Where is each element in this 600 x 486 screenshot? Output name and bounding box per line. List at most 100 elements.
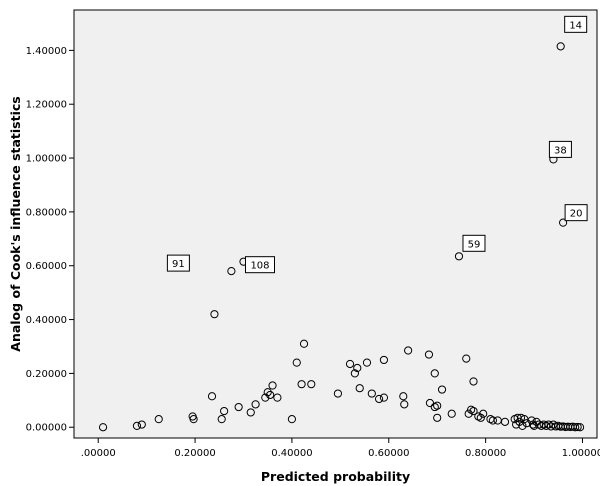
data-point (268, 381, 277, 390)
data-point (488, 416, 497, 425)
data-point (217, 415, 226, 424)
data-point (251, 400, 260, 409)
data-point (404, 346, 413, 355)
point-label-box (244, 256, 275, 274)
data-point (266, 390, 275, 400)
x-tick-label: .00000 (81, 448, 116, 459)
data-point (345, 359, 355, 369)
data-point (137, 420, 146, 429)
data-point (573, 422, 582, 432)
data-point (246, 408, 255, 417)
point-label: 38 (548, 140, 572, 158)
data-point (263, 388, 272, 397)
data-point (544, 420, 553, 429)
data-point (522, 419, 531, 428)
data-point (437, 385, 447, 394)
x-axis: .00000 0.20000 0.40000 0.60000 0.80000 1.0000… (81, 438, 600, 459)
x-tick-label: 0.40000 (271, 448, 312, 459)
y-tick-label: 1.00000 (26, 154, 67, 165)
x-axis-title: Predicted probability (261, 469, 410, 484)
point-label-box (564, 15, 588, 33)
data-point (433, 401, 442, 410)
data-point (469, 377, 478, 386)
data-point (424, 350, 434, 359)
data-point (297, 380, 306, 389)
y-axis-title: Analog of Cook's influence statistics (8, 96, 23, 351)
y-axis: 0.00000 0.20000 0.40000 0.60000 0.80000 1.000… (26, 46, 74, 434)
data-point (220, 406, 229, 416)
y-tick-label: 0.60000 (26, 261, 67, 272)
data-point (430, 369, 439, 378)
data-point (400, 400, 409, 409)
data-point (379, 355, 389, 365)
y-tick-label: 1.40000 (26, 46, 67, 57)
data-point (367, 389, 376, 398)
plot-area (73, 9, 598, 439)
data-point (556, 42, 565, 51)
y-tick-label: 0.80000 (26, 207, 67, 218)
point-label: 91 (166, 254, 190, 272)
data-point (549, 420, 558, 429)
y-tick-label: 0.40000 (26, 315, 67, 326)
data-point (454, 252, 464, 261)
x-tick-label: 0.80000 (465, 448, 506, 459)
point-label: 59 (462, 234, 486, 252)
data-points (98, 42, 585, 432)
data-point (469, 406, 478, 416)
data-point (425, 398, 435, 408)
data-point (292, 358, 301, 367)
data-point (479, 409, 488, 418)
point-label-text: 91 (172, 259, 185, 270)
point-label-text: 108 (250, 261, 269, 272)
point-label: 108 (244, 256, 275, 274)
data-point (464, 409, 473, 418)
data-point (98, 423, 108, 432)
x-tick-label: 0.20000 (174, 448, 215, 459)
x-tick-label: 1.00000 (562, 448, 600, 459)
point-label-text: 59 (468, 239, 481, 250)
data-point (261, 393, 270, 402)
data-point (527, 416, 536, 425)
data-point (207, 392, 217, 401)
data-point (571, 423, 580, 432)
data-point (532, 417, 541, 426)
data-point (299, 339, 309, 348)
y-tick-label: 1.20000 (26, 100, 67, 111)
data-point (189, 415, 198, 424)
data-point (379, 393, 389, 402)
point-labels: 14 38 20 59 91 108 (166, 15, 588, 274)
data-point (362, 358, 372, 367)
point-label-box (564, 204, 588, 222)
data-point (559, 218, 568, 227)
data-point (462, 354, 471, 363)
x-tick-label: 0.60000 (368, 448, 409, 459)
data-point (355, 384, 364, 393)
data-point (132, 421, 142, 430)
data-point (447, 409, 456, 418)
y-tick-label: 0.00000 (26, 423, 67, 434)
point-label: 20 (564, 204, 588, 222)
data-point (333, 389, 343, 398)
data-point (353, 363, 362, 373)
data-point (227, 267, 236, 276)
data-point (476, 413, 485, 422)
data-point (575, 423, 585, 432)
y-tick-label: 0.20000 (26, 369, 67, 380)
data-point (210, 310, 219, 319)
data-point (154, 415, 163, 424)
data-point (399, 392, 408, 401)
data-point (500, 417, 510, 426)
data-point (307, 380, 316, 389)
data-point (287, 415, 297, 424)
data-point (350, 369, 359, 378)
data-point (234, 402, 243, 412)
point-label-box (548, 140, 572, 158)
point-label-text: 38 (554, 145, 567, 156)
data-point (374, 394, 384, 404)
point-label-text: 14 (569, 20, 582, 31)
point-label-text: 20 (570, 209, 583, 220)
data-point (433, 413, 442, 422)
point-label: 14 (564, 15, 588, 33)
point-label-box (166, 254, 190, 272)
